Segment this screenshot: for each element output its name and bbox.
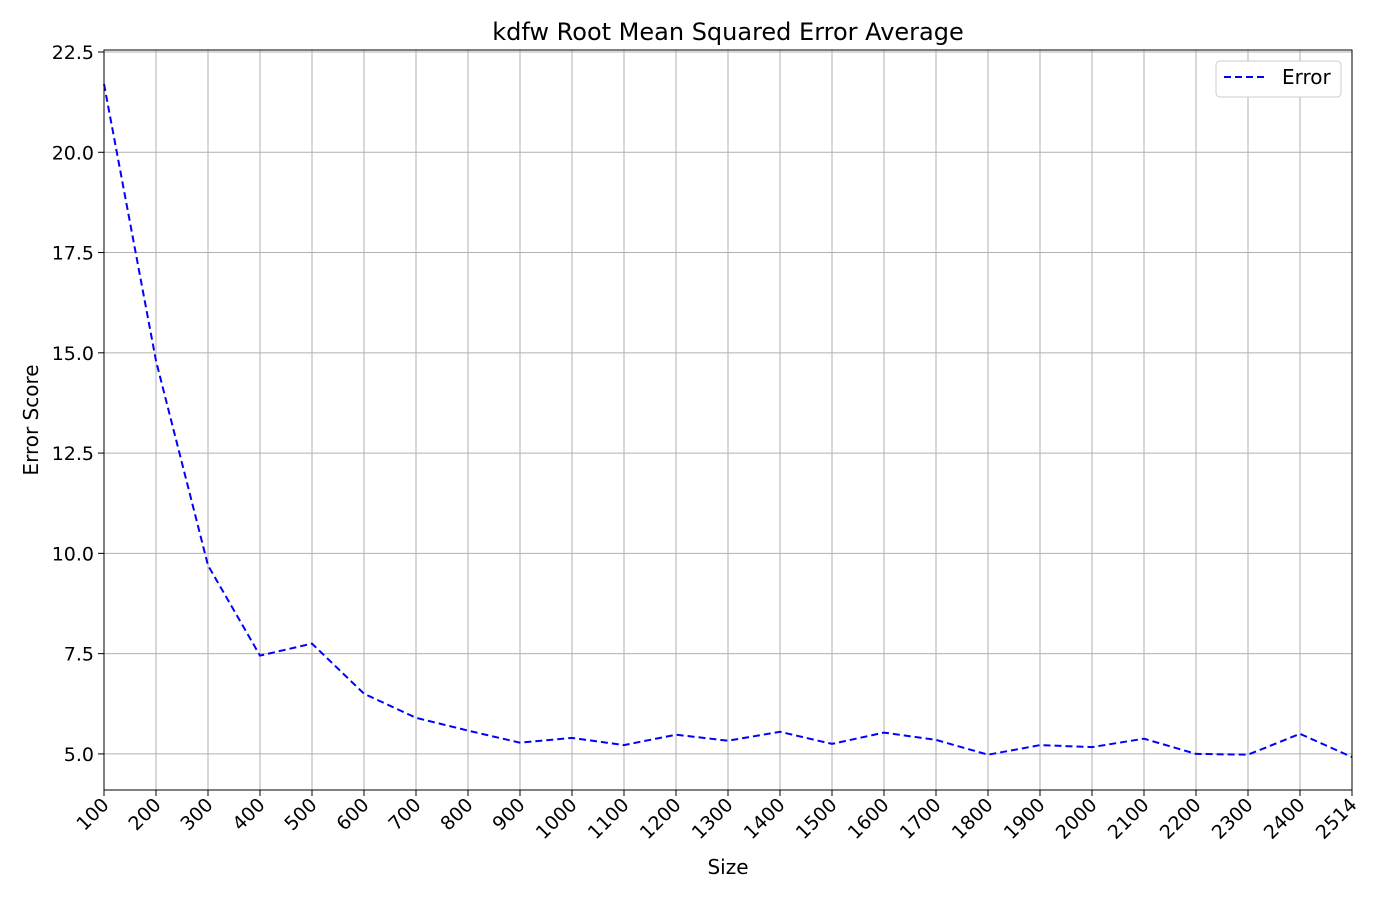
- y-tick-label: 10.0: [52, 543, 94, 565]
- x-tick-label: 2300: [1208, 794, 1258, 844]
- data-point: [987, 754, 989, 756]
- data-point: [467, 730, 469, 732]
- x-tick-label: 1300: [688, 794, 738, 844]
- series-line-error: [103, 83, 1353, 759]
- legend-label-error: Error: [1282, 65, 1332, 89]
- y-tick-label: 7.5: [64, 644, 94, 666]
- y-tick-label: 12.5: [52, 443, 94, 465]
- x-tick-label: 100: [72, 794, 113, 835]
- data-point: [1195, 753, 1197, 755]
- data-point: [311, 643, 313, 645]
- data-point: [363, 693, 365, 695]
- x-tick-label: 1200: [636, 794, 686, 844]
- x-tick-label: 2400: [1260, 794, 1310, 844]
- data-point: [935, 739, 937, 741]
- data-point: [675, 734, 677, 736]
- data-point: [1091, 746, 1093, 748]
- data-point: [415, 717, 417, 719]
- x-tick-label: 2000: [1052, 794, 1102, 844]
- data-point: [1247, 754, 1249, 756]
- x-tick-label: 1400: [740, 794, 790, 844]
- chart-title: kdfw Root Mean Squared Error Average: [492, 18, 963, 46]
- x-tick-label: 900: [488, 794, 529, 835]
- data-point: [883, 732, 885, 734]
- data-point: [1299, 733, 1301, 735]
- x-tick-label: 2514: [1312, 794, 1362, 844]
- x-tick-label: 1600: [844, 794, 894, 844]
- x-tick-label: 1900: [1000, 794, 1050, 844]
- x-tick-label: 1100: [584, 794, 634, 844]
- x-tick-label: 2200: [1156, 794, 1206, 844]
- data-point: [519, 742, 521, 744]
- data-point: [207, 564, 209, 566]
- x-tick-label: 500: [280, 794, 321, 835]
- x-tick-label: 1800: [948, 794, 998, 844]
- x-tick-label: 300: [176, 794, 217, 835]
- data-point: [831, 743, 833, 745]
- x-tick-label: 2100: [1104, 794, 1154, 844]
- legend: Error: [1215, 60, 1342, 98]
- x-axis-label: Size: [707, 855, 748, 879]
- data-point: [571, 737, 573, 739]
- y-axis-label: Error Score: [19, 364, 43, 475]
- grid: [103, 50, 1353, 790]
- x-tick-label: 600: [332, 794, 373, 835]
- data-point: [623, 744, 625, 746]
- x-tick-label: 1700: [896, 794, 946, 844]
- legend-box: [1215, 60, 1342, 98]
- x-tick-label: 200: [124, 794, 165, 835]
- x-tick-label: 1500: [792, 794, 842, 844]
- y-axis-ticks: 5.0 7.5 10.0 12.5 15.0 17.5 20.0 22.5: [52, 42, 104, 766]
- data-point: [1143, 738, 1145, 740]
- x-tick-label: 1000: [532, 794, 582, 844]
- y-tick-label: 20.0: [52, 142, 94, 164]
- x-tick-label: 800: [436, 794, 477, 835]
- series-layer: [103, 83, 1353, 759]
- x-tick-label: 700: [384, 794, 425, 835]
- y-tick-label: 17.5: [52, 243, 94, 265]
- x-axis-ticks: 100 200 300 400 500 600 700 800 900 1000 1100 1200 1…: [72, 790, 1362, 844]
- x-tick-label: 400: [228, 794, 269, 835]
- data-point: [779, 731, 781, 733]
- data-point: [727, 740, 729, 742]
- data-point: [155, 360, 157, 362]
- y-tick-label: 15.0: [52, 343, 94, 365]
- y-tick-label: 5.0: [64, 744, 94, 766]
- y-tick-label: 22.5: [52, 42, 94, 64]
- data-point: [259, 655, 261, 657]
- data-point: [1039, 744, 1041, 746]
